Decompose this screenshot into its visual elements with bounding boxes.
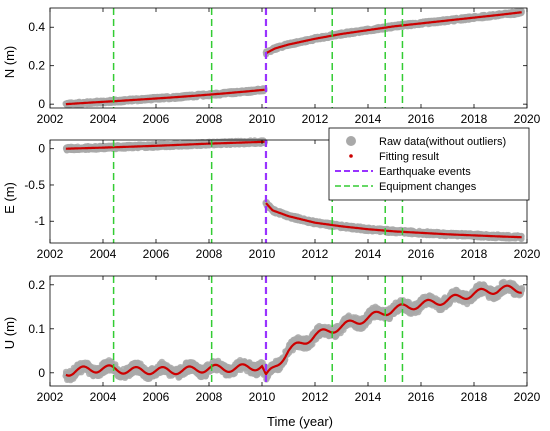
x-tick-label-east: 2008 [196, 247, 223, 261]
y-tick-label-up: 0 [38, 366, 45, 380]
y-tick-label-east: -1 [34, 214, 45, 228]
x-tick-label-north: 2004 [90, 112, 117, 126]
x-tick-label-north: 2016 [408, 112, 435, 126]
x-tick-label-north: 2014 [355, 112, 382, 126]
x-tick-label-east: 2010 [249, 247, 276, 261]
legend-marker-raw [346, 136, 356, 146]
x-tick-label-east: 2016 [408, 247, 435, 261]
legend-label-fit: Fitting result [379, 151, 439, 163]
y-label-north: N (m) [2, 46, 17, 79]
y-tick-label-north: 0 [38, 97, 45, 111]
x-tick-label-east: 2002 [37, 247, 64, 261]
x-tick-label-up: 2002 [37, 390, 64, 404]
x-tick-label-up: 2020 [514, 390, 541, 404]
x-tick-label-north: 2002 [37, 112, 64, 126]
y-tick-label-up: 0.2 [28, 278, 45, 292]
x-tick-label-north: 2008 [196, 112, 223, 126]
x-tick-label-east: 2006 [143, 247, 170, 261]
legend-label-equipment: Equipment changes [379, 181, 477, 193]
y-tick-label-east: 0 [38, 142, 45, 156]
x-tick-label-up: 2012 [302, 390, 329, 404]
y-tick-label-up: 0.1 [28, 322, 45, 336]
x-tick-label-east: 2014 [355, 247, 382, 261]
fit-line-north-0 [65, 88, 265, 106]
x-tick-label-east: 2004 [90, 247, 117, 261]
x-tick-label-up: 2018 [461, 390, 488, 404]
x-tick-label-east: 2018 [461, 247, 488, 261]
x-tick-label-north: 2012 [302, 112, 329, 126]
x-tick-label-up: 2014 [355, 390, 382, 404]
legend-marker-fit [349, 154, 353, 158]
legend-label-earthquake: Earthquake events [379, 166, 471, 178]
y-tick-label-east: -0.5 [24, 178, 45, 192]
y-tick-label-north: 0.4 [28, 20, 45, 34]
panel-up: 2002 2004 2006 2008 2010 2012 2014 2016 2018 2020… [28, 275, 541, 404]
x-tick-label-up: 2006 [143, 390, 170, 404]
x-tick-label-up: 2016 [408, 390, 435, 404]
y-label-up: U (m) [2, 317, 17, 350]
x-tick-label-east: 2020 [514, 247, 541, 261]
legend: Raw data(without outliers) Fitting resul… [328, 127, 530, 201]
fit-line-north-1 [265, 11, 522, 55]
x-tick-label-north: 2018 [461, 112, 488, 126]
x-tick-label-up: 2004 [90, 390, 117, 404]
legend-label-raw: Raw data(without outliers) [379, 136, 506, 148]
x-axis-title: Time (year) [267, 414, 333, 429]
x-tick-label-north: 2006 [143, 112, 170, 126]
y-tick-label-north: 0.2 [28, 59, 45, 73]
axes-frame-north [49, 7, 528, 109]
x-tick-label-up: 2010 [249, 390, 276, 404]
x-tick-label-north: 2020 [514, 112, 541, 126]
x-tick-label-up: 2008 [196, 390, 223, 404]
x-tick-label-east: 2012 [302, 247, 329, 261]
x-tick-label-north: 2010 [249, 112, 276, 126]
y-label-east: E (m) [2, 182, 17, 214]
panel-north: 2002 2004 2006 2008 2010 2012 2014 2016 2018 2020… [28, 7, 541, 126]
